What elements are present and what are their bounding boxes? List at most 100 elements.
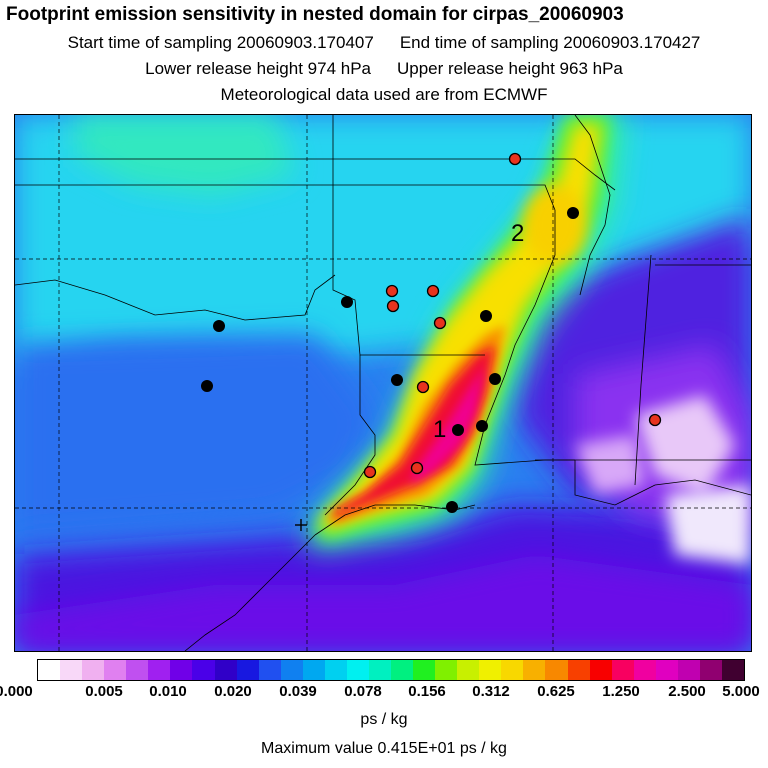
colorbar-segment (60, 660, 83, 680)
boundary-al-ga (634, 254, 652, 486)
black-marker (476, 420, 488, 432)
light-field-east-2 (575, 435, 645, 495)
colorbar (37, 659, 745, 681)
black-marker (201, 380, 213, 392)
red-markers (363, 152, 662, 479)
colorbar-segment (677, 660, 700, 680)
colorbar-tick: 0.156 (408, 683, 446, 700)
colorbar-segment (699, 660, 722, 680)
red-marker (385, 284, 399, 298)
black-marker (213, 320, 225, 332)
colorbar-segment (192, 660, 215, 680)
blue-field-west (15, 335, 375, 535)
colorbar-segment (545, 660, 568, 680)
red-river (15, 274, 336, 321)
colorbar-tick: 0.000 (0, 683, 33, 700)
plume-yellow (320, 125, 600, 530)
colorbar-unit: ps / kg (360, 711, 408, 728)
footprint-map: 1 2 (14, 114, 752, 652)
label-2: 2 (511, 220, 524, 247)
end-time: End time of sampling 20060903.170427 (399, 33, 701, 52)
boundaries (15, 115, 751, 651)
upper-release-height: Upper release height 963 hPa (397, 59, 623, 78)
red-marker (386, 299, 400, 313)
red-marker (426, 284, 440, 298)
colorbar-segment (479, 660, 502, 680)
colorbar-segment (324, 660, 347, 680)
map-canvas: 1 2 (15, 115, 751, 651)
colorbar-tick: 0.312 (472, 683, 510, 700)
colorbar-segment (280, 660, 303, 680)
sampling-times: Start time of sampling 20060903.170407 En… (0, 33, 768, 53)
colorbar-segment (148, 660, 171, 680)
green-patch-nw (75, 115, 295, 195)
colorbar-segment (589, 660, 612, 680)
colorbar-segment (236, 660, 259, 680)
start-time: Start time of sampling 20060903.170407 (67, 33, 374, 52)
colorbar-segment (413, 660, 436, 680)
colorbar-segment (501, 660, 524, 680)
colorbar-segment (721, 660, 744, 680)
black-marker (446, 501, 458, 513)
black-marker (567, 207, 579, 219)
colorbar-segment (302, 660, 325, 680)
plume-magenta-core (410, 365, 485, 485)
colorbar-segment (523, 660, 546, 680)
river-east (574, 115, 611, 296)
red-marker (648, 413, 662, 427)
colorbar-segment (214, 660, 237, 680)
colorbar-segment (38, 660, 61, 680)
colorbar-tick: 0.078 (344, 683, 382, 700)
colorbar-tick: 0.005 (85, 683, 123, 700)
boundary-north (15, 158, 616, 191)
colorbar-tick: 1.250 (602, 683, 640, 700)
colorbar-tick: 0.020 (214, 683, 252, 700)
colorbar-segment (435, 660, 458, 680)
colorbar-tick: 2.500 (668, 683, 706, 700)
boundary-tx-la (324, 355, 376, 516)
colorbar-tick: 0.625 (537, 683, 575, 700)
colorbar-segment (567, 660, 590, 680)
boundary-ok-ar (332, 265, 485, 356)
release-heights: Lower release height 974 hPa Upper releas… (0, 59, 768, 79)
red-marker (410, 461, 424, 475)
red-marker (433, 316, 447, 330)
boundary-north-2 (15, 184, 556, 211)
black-marker (391, 374, 403, 386)
colorbar-segment (368, 660, 391, 680)
light-field-se (665, 485, 751, 565)
plot-title: Footprint emission sensitivity in nested… (6, 4, 624, 25)
colorbar-segment (457, 660, 480, 680)
met-data-source: Meteorological data used are from ECMWF (220, 85, 548, 104)
maximum-value: Maximum value 0.415E+01 ps / kg (261, 740, 507, 757)
texas-coast (184, 534, 316, 651)
colorbar-segment (655, 660, 678, 680)
louisiana-coast (314, 504, 476, 536)
colorbar-segment (258, 660, 281, 680)
black-marker (480, 310, 492, 322)
black-marker (452, 424, 464, 436)
colorbar-segment (82, 660, 105, 680)
black-marker (341, 296, 353, 308)
grid-lines (15, 115, 751, 651)
colorbar-tick: 5.000 (722, 683, 760, 700)
black-marker (489, 373, 501, 385)
red-marker (363, 465, 377, 479)
lower-release-height: Lower release height 974 hPa (145, 59, 371, 78)
violet-field-south (15, 555, 751, 651)
colorbar-tick: 0.010 (149, 683, 187, 700)
gulf-coast-east (574, 460, 751, 506)
colorbar-segment (346, 660, 369, 680)
plume-red-core (333, 345, 495, 517)
mississippi-river (474, 210, 575, 466)
colorbar-segment (104, 660, 127, 680)
colorbar-segment (611, 660, 634, 680)
colorbar-tick: 0.039 (279, 683, 317, 700)
label-1: 1 (433, 416, 446, 443)
red-marker (416, 380, 430, 394)
colorbar-segment (391, 660, 414, 680)
black-markers (201, 207, 579, 513)
colorbar-segment (126, 660, 149, 680)
release-point-icon (295, 519, 307, 531)
colorbar-segment (633, 660, 656, 680)
